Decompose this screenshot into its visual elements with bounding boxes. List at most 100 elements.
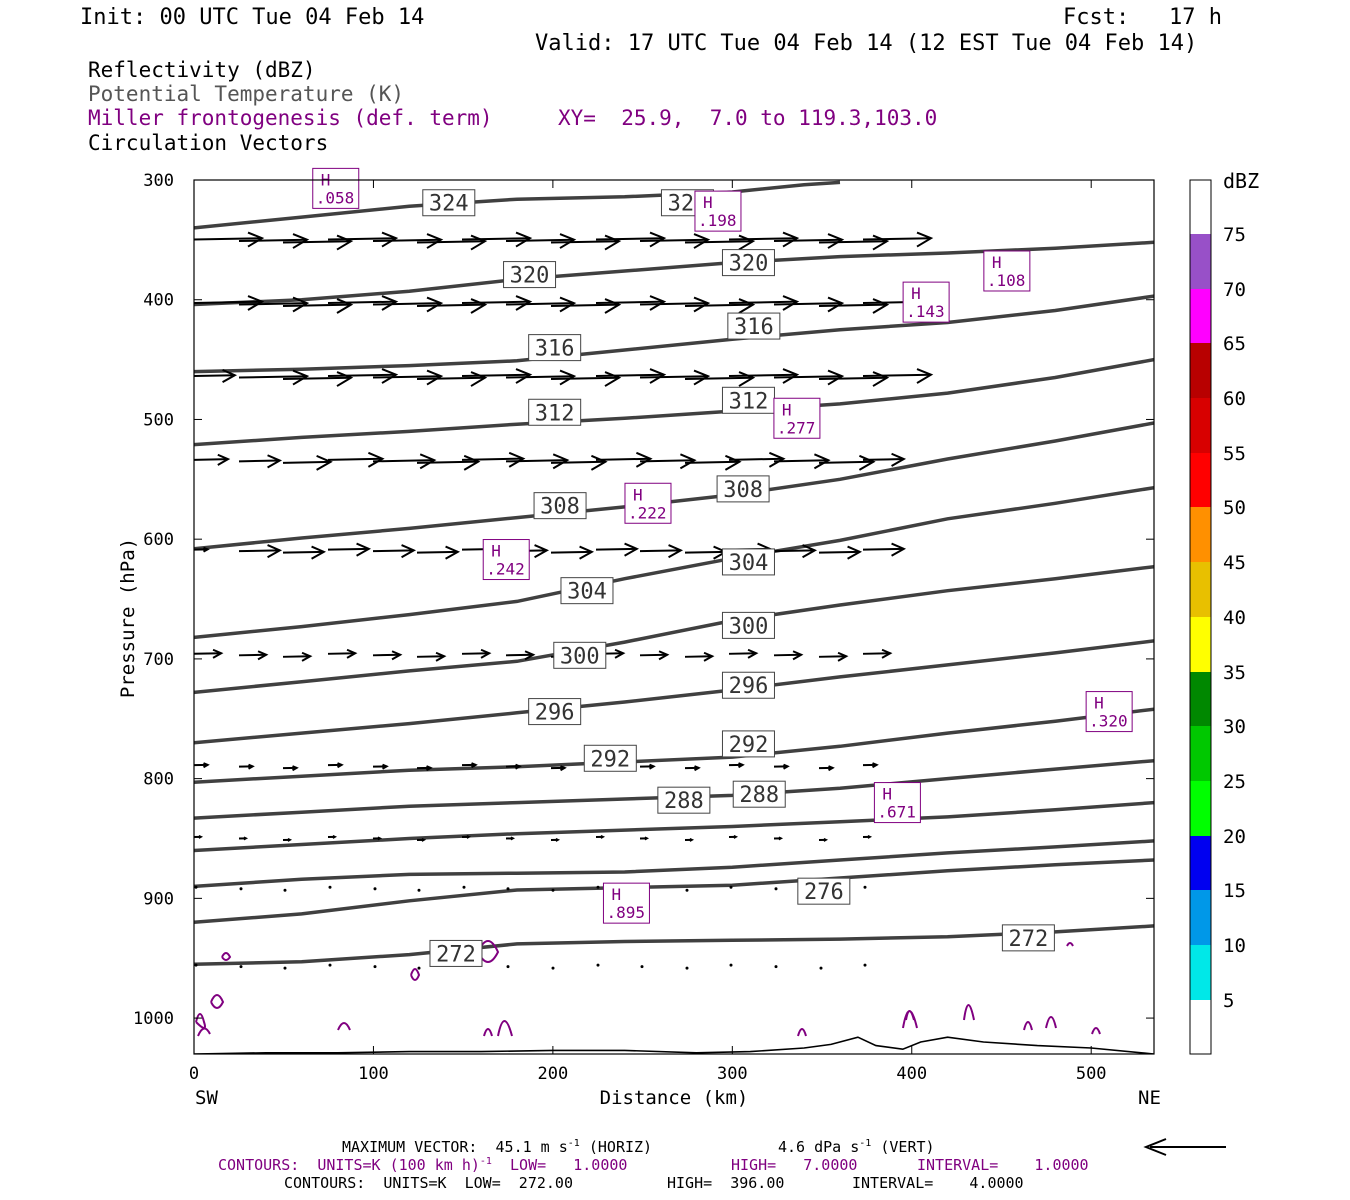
isentrope-label: 296	[528, 698, 582, 726]
isentrope-280	[194, 839, 1154, 889]
init-time: Init: 00 UTC Tue 04 Feb 14	[80, 5, 425, 30]
circulation-vector	[194, 295, 265, 311]
footer-contours-theta-high: HIGH= 396.00	[667, 1174, 785, 1192]
circulation-vector	[238, 369, 310, 386]
svg-text:H: H	[911, 284, 921, 303]
circulation-vector	[505, 296, 577, 313]
circulation-vector	[862, 762, 879, 769]
colorbar-label: 75	[1223, 224, 1246, 246]
isentrope-label: 320	[721, 249, 775, 277]
frontogenesis-contours	[195, 940, 1101, 1037]
circulation-vector	[773, 296, 845, 313]
frontogenesis-high: H.895	[602, 882, 650, 924]
circulation-vector	[728, 835, 739, 839]
circulation-vector	[595, 542, 640, 557]
circulation-vector	[862, 648, 893, 659]
y-tick-label: 800	[143, 770, 174, 790]
circulation-vector	[505, 650, 536, 661]
svg-text:.320: .320	[1089, 712, 1128, 731]
circulation-vector	[863, 885, 867, 889]
colorbar-label: 55	[1223, 443, 1246, 465]
x-tick-label: 400	[896, 1064, 927, 1084]
colorbar-label: 40	[1223, 607, 1246, 629]
footer-max-vector-vert: 4.6 dPa s-1 (VERT)	[778, 1138, 935, 1156]
circulation-vector	[327, 542, 372, 557]
colorbar-label: 5	[1223, 990, 1234, 1012]
x-tick-label: 200	[538, 1064, 569, 1084]
isentrope-304	[194, 485, 1154, 640]
legend-xy: XY= 25.9, 7.0 to 119.3,103.0	[558, 106, 938, 130]
circulation-vector	[818, 651, 849, 662]
footer-contours-miller: CONTOURS: UNITS=K (100 km h)-1 LOW= 1.00…	[218, 1156, 628, 1174]
colorbar-label: 15	[1223, 880, 1246, 902]
circulation-vector	[862, 542, 907, 557]
circulation-vector	[818, 371, 890, 387]
isentrope-label: 292	[583, 744, 637, 772]
isentrope-276	[194, 858, 1154, 925]
circulation-vector	[461, 368, 533, 384]
svg-text:292: 292	[590, 747, 630, 772]
circulation-vector	[194, 963, 198, 967]
colorbar-label: 45	[1223, 552, 1246, 574]
svg-text:320: 320	[510, 264, 550, 289]
circulation-vector	[194, 369, 238, 384]
svg-text:308: 308	[723, 478, 763, 503]
circulation-vector	[639, 544, 684, 559]
y-axis-title: Pressure (hPa)	[117, 538, 139, 698]
circulation-vector	[372, 836, 383, 841]
circulation-vector	[550, 454, 608, 471]
circulation-vector	[862, 368, 934, 384]
svg-text:.895: .895	[606, 903, 645, 922]
frontogenesis-contour	[497, 1020, 513, 1037]
circulation-vector	[282, 234, 354, 251]
frontogenesis-high: H.143	[902, 281, 950, 323]
colorbar-segment	[1190, 180, 1211, 234]
circulation-vector	[728, 648, 759, 659]
y-tick-label: 600	[143, 530, 174, 550]
footer-contours-miller-interval: INTERVAL= 1.0000	[917, 1156, 1089, 1174]
circulation-vector	[238, 544, 283, 559]
circulation-vector	[238, 650, 269, 661]
svg-text:H: H	[992, 253, 1002, 272]
y-tick-label: 900	[143, 889, 174, 909]
isentropes	[194, 180, 1154, 966]
circulation-vector	[684, 545, 729, 560]
legend-miller: Miller frontogenesis (def. term)	[88, 106, 493, 130]
svg-text:324: 324	[429, 192, 469, 217]
circulation-vector	[550, 838, 561, 842]
circulation-vector	[505, 233, 577, 249]
circulation-vector	[685, 966, 689, 970]
isentrope-label: 308	[716, 475, 770, 503]
circulation-vector	[282, 651, 313, 662]
frontogenesis-high: H.242	[482, 539, 530, 581]
colorbar-segment	[1190, 781, 1211, 836]
footer-max-vector: MAXIMUM VECTOR: 45.1 m s-1 (HORIZ)	[342, 1138, 653, 1156]
svg-text:.108: .108	[987, 271, 1026, 290]
legend-vectors: Circulation Vectors	[88, 131, 329, 155]
frontogenesis-contour	[1045, 1016, 1057, 1029]
frontogenesis-contour	[1091, 1027, 1101, 1035]
frontogenesis-contour	[410, 968, 421, 981]
circulation-vector	[819, 966, 823, 970]
svg-text:272: 272	[1009, 927, 1049, 952]
circulation-vector	[238, 836, 249, 841]
isentrope-308	[194, 421, 1154, 551]
svg-text:292: 292	[729, 733, 769, 758]
circulation-vector	[239, 887, 243, 891]
y-tick-label: 500	[143, 410, 174, 430]
circulation-vector	[773, 836, 784, 841]
isentrope-label: 300	[721, 611, 775, 639]
svg-text:296: 296	[729, 674, 769, 699]
isentrope-label: 308	[533, 492, 587, 520]
isentrope-324	[194, 180, 841, 230]
colorbar-segment	[1190, 343, 1211, 398]
circulation-vector	[282, 298, 354, 314]
circulation-vector	[550, 545, 595, 560]
colorbar-segment	[1190, 1000, 1211, 1054]
isentrope-label: 288	[732, 780, 786, 808]
circulation-vector	[238, 296, 310, 313]
svg-text:.143: .143	[906, 302, 945, 321]
circulation-vector	[372, 296, 444, 313]
circulation-vector	[238, 233, 310, 249]
circulation-vector	[416, 838, 427, 842]
